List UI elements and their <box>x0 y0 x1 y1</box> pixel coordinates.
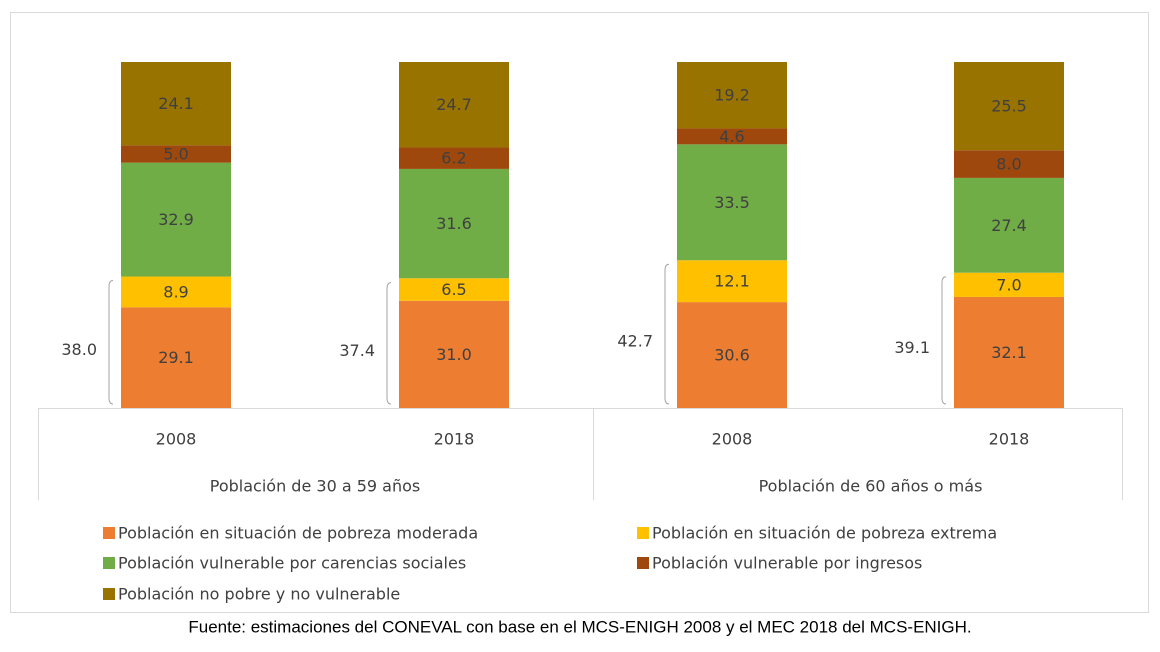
bar-segment <box>954 62 1064 151</box>
total-label: 39.1 <box>894 338 930 357</box>
bar-segment <box>954 296 1064 408</box>
bar-segment <box>399 168 509 279</box>
bar-segment <box>121 307 231 408</box>
data-label: 27.4 <box>991 216 1027 235</box>
total-label: 37.4 <box>339 341 375 360</box>
data-label: 32.1 <box>991 343 1027 362</box>
chart-border <box>10 12 1149 613</box>
data-label: 31.0 <box>436 345 472 364</box>
data-label: 5.0 <box>163 145 188 164</box>
legend-swatch <box>103 527 115 539</box>
legend-label: Población vulnerable por carencias socia… <box>118 554 466 573</box>
source-note: Fuente: estimaciones del CONEVAL con bas… <box>188 617 971 636</box>
bar-segment <box>954 177 1064 273</box>
group-label: Población de 30 a 59 años <box>210 477 420 496</box>
bar-segment <box>677 260 787 303</box>
total-label: 42.7 <box>617 332 653 351</box>
data-label: 8.0 <box>996 155 1021 174</box>
bar-segment <box>121 145 231 163</box>
legend-swatch <box>637 557 649 569</box>
data-label: 24.7 <box>436 95 472 114</box>
legend-label: Población vulnerable por ingresos <box>652 554 922 573</box>
data-label: 4.6 <box>719 127 744 146</box>
legend-label: Población en situación de pobreza extrem… <box>652 524 997 543</box>
x-tick-label: 2018 <box>989 430 1030 449</box>
bar-segment <box>954 272 1064 297</box>
bracket <box>941 276 947 405</box>
bar-segment <box>399 147 509 169</box>
bar-segment <box>677 128 787 145</box>
data-label: 32.9 <box>158 210 194 229</box>
data-label: 7.0 <box>996 275 1021 294</box>
x-tick-label: 2008 <box>156 430 197 449</box>
data-label: 29.1 <box>158 348 194 367</box>
x-tick-label: 2018 <box>434 430 475 449</box>
legend-label: Población no pobre y no vulnerable <box>118 585 400 604</box>
data-label: 19.2 <box>714 86 750 105</box>
bracket <box>664 263 670 405</box>
bracket <box>108 280 114 405</box>
legend-label: Población en situación de pobreza modera… <box>118 524 478 543</box>
bracket <box>386 282 392 405</box>
bar-segment <box>399 278 509 301</box>
bar-segment <box>121 62 231 146</box>
group-label: Población de 60 años o más <box>759 477 983 496</box>
legend-swatch <box>103 557 115 569</box>
data-label: 30.6 <box>714 346 750 365</box>
data-label: 31.6 <box>436 214 472 233</box>
bar-segment <box>677 62 787 129</box>
bar-segment <box>677 144 787 261</box>
data-label: 24.1 <box>158 94 194 113</box>
data-label: 6.5 <box>441 280 466 299</box>
legend-swatch <box>103 588 115 600</box>
bar-segment <box>121 162 231 277</box>
bar-segment <box>121 276 231 308</box>
legend-swatch <box>637 527 649 539</box>
bar-segment <box>399 62 509 148</box>
bar-segment <box>677 302 787 408</box>
x-tick-label: 2008 <box>712 430 753 449</box>
bar-segment <box>954 150 1064 178</box>
total-label: 38.0 <box>61 340 97 359</box>
data-label: 8.9 <box>163 282 188 301</box>
bar-segment <box>399 300 509 408</box>
data-label: 33.5 <box>714 193 750 212</box>
data-label: 12.1 <box>714 272 750 291</box>
data-label: 25.5 <box>991 97 1027 116</box>
data-label: 6.2 <box>441 149 466 168</box>
